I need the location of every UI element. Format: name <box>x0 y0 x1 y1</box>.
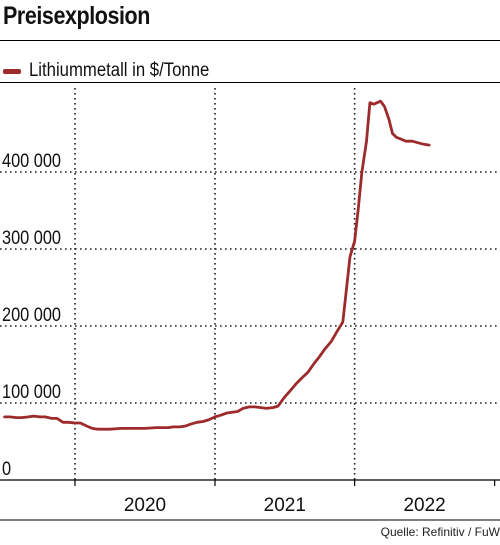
title-rule <box>0 40 500 41</box>
y-tick-label: 400 000 <box>2 150 61 171</box>
y-tick-label: 0 <box>2 458 11 479</box>
source-note: Quelle: Refinitiv / FuW <box>380 525 500 539</box>
legend: Lithiummetall in $/Tonne <box>3 60 234 82</box>
y-tick-label: 300 000 <box>2 227 61 248</box>
legend-swatch <box>3 68 21 74</box>
legend-label: Lithiummetall in $/Tonne <box>29 60 210 81</box>
x-tick-label: 2021 <box>264 495 306 516</box>
legend-rule <box>0 82 500 83</box>
chart-title: Preisexplosion <box>3 2 150 30</box>
x-tick-label: 2022 <box>403 495 445 516</box>
series-line <box>3 99 431 431</box>
y-tick-label: 200 000 <box>2 304 61 325</box>
y-tick-label: 100 000 <box>2 381 61 402</box>
x-tick-label: 2020 <box>124 495 166 516</box>
